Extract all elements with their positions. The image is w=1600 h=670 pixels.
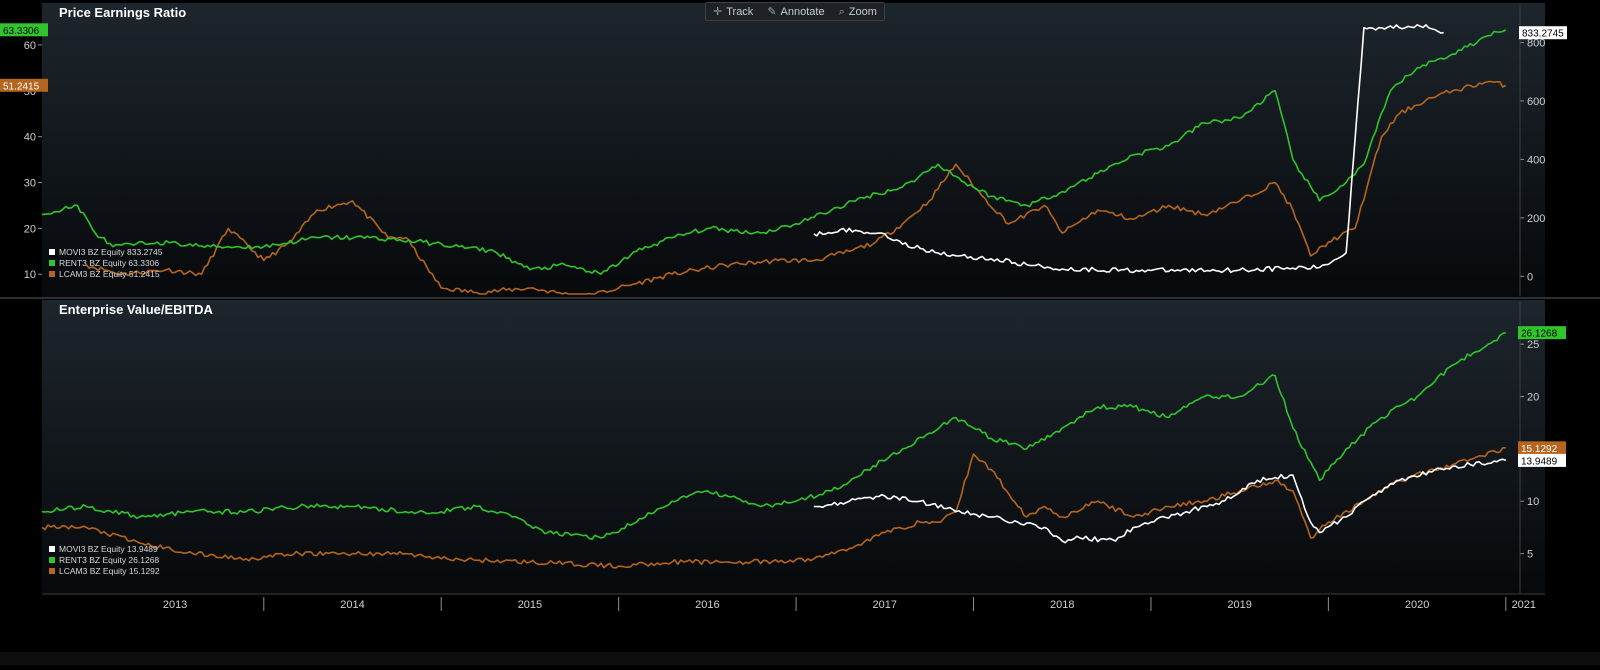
last-value-tag bbox=[1518, 326, 1566, 340]
x-tick-label: 2015 bbox=[518, 599, 542, 611]
magnifier-icon: ⌕ bbox=[838, 4, 845, 18]
zoom-button[interactable]: ⌕ Zoom bbox=[832, 3, 884, 20]
last-value-tag-text: 51.2415 bbox=[3, 81, 40, 92]
last-value-tag bbox=[1519, 26, 1567, 40]
series-line-movi3 bbox=[813, 458, 1507, 544]
track-label: Track bbox=[726, 5, 754, 18]
pe-chart-title: Price Earnings Ratio bbox=[59, 5, 186, 20]
series-line-movi3 bbox=[813, 24, 1444, 274]
pe-left-tick-label: 20 bbox=[24, 223, 36, 235]
panel-pe-background bbox=[42, 3, 1545, 297]
pe-left-tick-label: 60 bbox=[24, 40, 36, 52]
ev-right-tick-label: 25 bbox=[1527, 339, 1539, 351]
last-value-tag-text: 833.2745 bbox=[1522, 29, 1564, 40]
pe-right-tick-label: 600 bbox=[1527, 96, 1545, 108]
track-button[interactable]: ✛ Track bbox=[706, 3, 760, 20]
last-value-tag bbox=[0, 78, 48, 92]
pe-right-tick-label: 800 bbox=[1527, 37, 1545, 49]
x-tick-label: 2020 bbox=[1405, 599, 1429, 611]
series-line-lcam3 bbox=[85, 80, 1507, 295]
last-value-tag bbox=[0, 23, 48, 37]
ev-right-tick-label: 10 bbox=[1527, 496, 1539, 508]
ev-chart-title: Enterprise Value/EBITDA bbox=[59, 302, 213, 317]
x-tick-label: 2017 bbox=[873, 599, 897, 611]
legend-swatch bbox=[49, 568, 55, 574]
x-tick-label: 2016 bbox=[695, 599, 719, 611]
annotate-label: Annotate bbox=[780, 5, 825, 18]
ev-right-tick-label: 20 bbox=[1527, 392, 1539, 404]
legend-swatch bbox=[49, 546, 55, 552]
x-tick-label: 2019 bbox=[1227, 599, 1251, 611]
crosshair-icon: ✛ bbox=[713, 5, 723, 18]
zoom-label: Zoom bbox=[848, 5, 877, 18]
series-line-rent3 bbox=[41, 331, 1506, 540]
legend-swatch bbox=[49, 260, 55, 266]
x-tick-label: 2014 bbox=[340, 599, 364, 611]
series-line-rent3 bbox=[41, 29, 1507, 275]
last-value-tag-text: 26.1268 bbox=[1521, 329, 1558, 340]
last-value-tag-text: 63.3306 bbox=[3, 26, 40, 37]
ev-right-tick-label: 5 bbox=[1527, 549, 1533, 561]
last-value-tag bbox=[1518, 453, 1566, 467]
x-tick-label: 2018 bbox=[1050, 599, 1074, 611]
pencil-icon: ✎ bbox=[767, 5, 777, 18]
x-tick-label: 2021 bbox=[1512, 599, 1536, 611]
last-value-tag-text: 13.9489 bbox=[1521, 456, 1558, 467]
bottom-status-bar bbox=[0, 652, 1600, 665]
pe-right-tick-label: 400 bbox=[1527, 154, 1545, 166]
last-value-tag bbox=[1518, 441, 1566, 455]
chart-toolbar: ✛ Track ✎ Annotate ⌕ Zoom bbox=[705, 2, 885, 21]
pe-left-tick-label: 30 bbox=[24, 178, 36, 190]
legend-swatch bbox=[49, 557, 55, 563]
legend-swatch bbox=[49, 249, 55, 255]
x-tick-label: 2013 bbox=[163, 599, 187, 611]
legend-entry: MOVI3 BZ Equity 13.9489 bbox=[59, 544, 158, 554]
legend-entry: MOVI3 BZ Equity 833.2745 bbox=[59, 247, 163, 257]
pe-right-tick-label: 200 bbox=[1527, 213, 1545, 225]
pe-left-tick-label: 40 bbox=[24, 132, 36, 144]
last-value-tag-text: 15.1292 bbox=[1521, 444, 1558, 455]
panel-ev-background bbox=[42, 300, 1545, 594]
legend-swatch bbox=[49, 271, 55, 277]
legend-entry: LCAM3 BZ Equity 51.2415 bbox=[59, 269, 160, 279]
annotate-button[interactable]: ✎ Annotate bbox=[760, 3, 831, 20]
pe-right-tick-label: 0 bbox=[1527, 271, 1533, 283]
series-line-lcam3 bbox=[41, 447, 1506, 569]
pe-left-tick-label: 10 bbox=[24, 269, 36, 281]
legend-entry: RENT3 BZ Equity 26.1268 bbox=[59, 555, 159, 565]
legend-entry: RENT3 BZ Equity 63.3306 bbox=[59, 258, 159, 268]
legend-entry: LCAM3 BZ Equity 15.1292 bbox=[59, 566, 160, 576]
